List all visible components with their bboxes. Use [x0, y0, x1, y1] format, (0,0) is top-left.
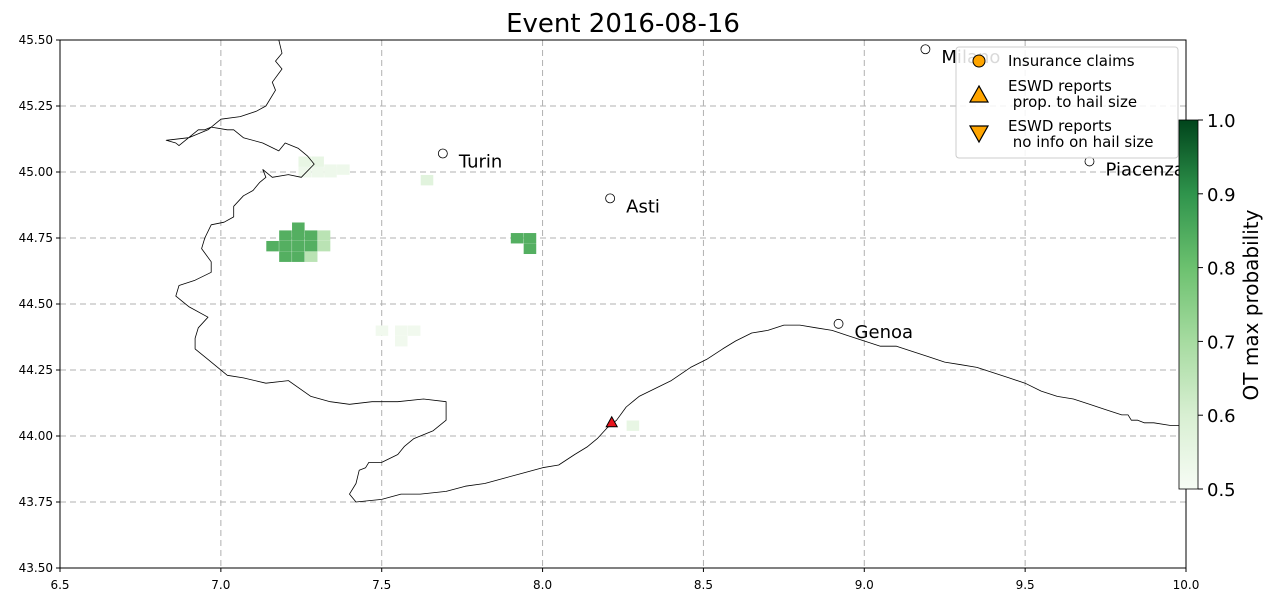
- coastline-line: [165, 40, 315, 178]
- probability-cell: [279, 230, 292, 241]
- city-label: Asti: [626, 196, 660, 217]
- colorbar-tick-label: 0.8: [1207, 259, 1236, 280]
- probability-cell: [626, 420, 640, 431]
- city-label: Genoa: [855, 322, 913, 343]
- probability-cell: [420, 174, 434, 186]
- coast-border-line: [175, 169, 1186, 503]
- probability-cell: [375, 325, 389, 336]
- probability-cells: [266, 156, 640, 431]
- probability-cell: [292, 230, 305, 241]
- colorbar-tick-label: 0.9: [1207, 185, 1236, 206]
- probability-cell: [317, 240, 331, 252]
- y-tick-label: 44.25: [19, 363, 53, 377]
- probability-cell: [298, 156, 312, 167]
- probability-cell: [292, 222, 305, 233]
- legend-circle-icon: [972, 54, 986, 68]
- probability-cell: [510, 233, 524, 244]
- probability-cell: [298, 167, 312, 178]
- probability-cell: [407, 325, 421, 336]
- colorbar-gradient: [1178, 119, 1199, 490]
- legend-label-eswd-noinfo: ESWD reports no info on hail size: [1008, 117, 1153, 151]
- legend-box: [955, 46, 1179, 159]
- colorbar: 0.5 0.6 0.7 0.8 0.9 1.0 OT max probability: [1178, 111, 1263, 501]
- probability-cell: [311, 167, 324, 178]
- x-tick-label: 9.0: [855, 578, 874, 592]
- y-axis-ticks: 43.50 43.75 44.00 44.25 44.50 44.75 45.00 45.25…: [19, 33, 60, 575]
- coastline-layer: [165, 40, 1186, 503]
- x-tick-label: 7.0: [211, 578, 230, 592]
- x-tick-label: 9.5: [1016, 578, 1035, 592]
- probability-cell: [304, 251, 318, 262]
- probability-cell: [292, 251, 305, 262]
- colorbar-ticks: 0.5 0.6 0.7 0.8 0.9 1.0: [1198, 111, 1236, 501]
- colorbar-tick-label: 0.7: [1207, 332, 1236, 353]
- city-marker: [605, 193, 616, 204]
- legend: Insurance claims ESWD reports prop. to h…: [955, 46, 1179, 159]
- grid-lines: [60, 40, 1186, 568]
- legend-triangle-up-icon: [968, 84, 990, 103]
- y-tick-label: 43.50: [19, 561, 53, 575]
- probability-cell: [266, 240, 279, 252]
- y-tick-label: 44.50: [19, 297, 53, 311]
- probability-cell: [523, 233, 537, 244]
- probability-cell: [279, 251, 292, 262]
- eswd-report-marker: [605, 415, 619, 428]
- probability-cell: [292, 240, 305, 252]
- probability-cell: [324, 164, 337, 175]
- x-tick-label: 8.5: [694, 578, 713, 592]
- city-marker: [920, 44, 931, 55]
- x-tick-label: 8.0: [533, 578, 552, 592]
- probability-cell: [317, 230, 331, 241]
- probability-cell: [311, 156, 324, 167]
- city-marker: [833, 318, 844, 329]
- colorbar-label: OT max probability: [1239, 209, 1263, 400]
- probability-cell: [337, 164, 350, 175]
- probability-cell: [523, 243, 537, 255]
- probability-cell: [279, 240, 292, 252]
- colorbar-tick-label: 0.6: [1207, 406, 1236, 427]
- x-tick-label: 10.0: [1173, 578, 1200, 592]
- colorbar-tick-label: 0.5: [1207, 480, 1236, 501]
- x-tick-label: 6.5: [50, 578, 69, 592]
- eswd-report-markers: [605, 415, 619, 428]
- city-label: Piacenza: [1105, 159, 1184, 180]
- probability-cell: [394, 325, 408, 336]
- y-tick-label: 45.00: [19, 165, 53, 179]
- colorbar-tick-label: 1.0: [1207, 111, 1236, 132]
- legend-label-eswd-size: ESWD reports prop. to hail size: [1008, 77, 1137, 111]
- legend-triangle-down-icon: [968, 125, 990, 144]
- x-axis-ticks: 6.5 7.0 7.5 8.0 8.5 9.0 9.5 10.0: [50, 568, 1199, 592]
- probability-cell: [304, 240, 318, 252]
- legend-label-claims: Insurance claims: [1008, 52, 1135, 70]
- city-label: Turin: [458, 152, 502, 173]
- probability-cell: [394, 336, 408, 347]
- chart-title: Event 2016-08-16: [506, 9, 740, 39]
- x-tick-label: 7.5: [372, 578, 391, 592]
- y-tick-label: 45.50: [19, 33, 53, 47]
- probability-cell: [304, 230, 318, 241]
- city-marker: [437, 148, 448, 159]
- y-tick-label: 44.75: [19, 231, 53, 245]
- y-tick-label: 44.00: [19, 429, 53, 443]
- y-tick-label: 43.75: [19, 495, 53, 509]
- y-tick-label: 45.25: [19, 99, 53, 113]
